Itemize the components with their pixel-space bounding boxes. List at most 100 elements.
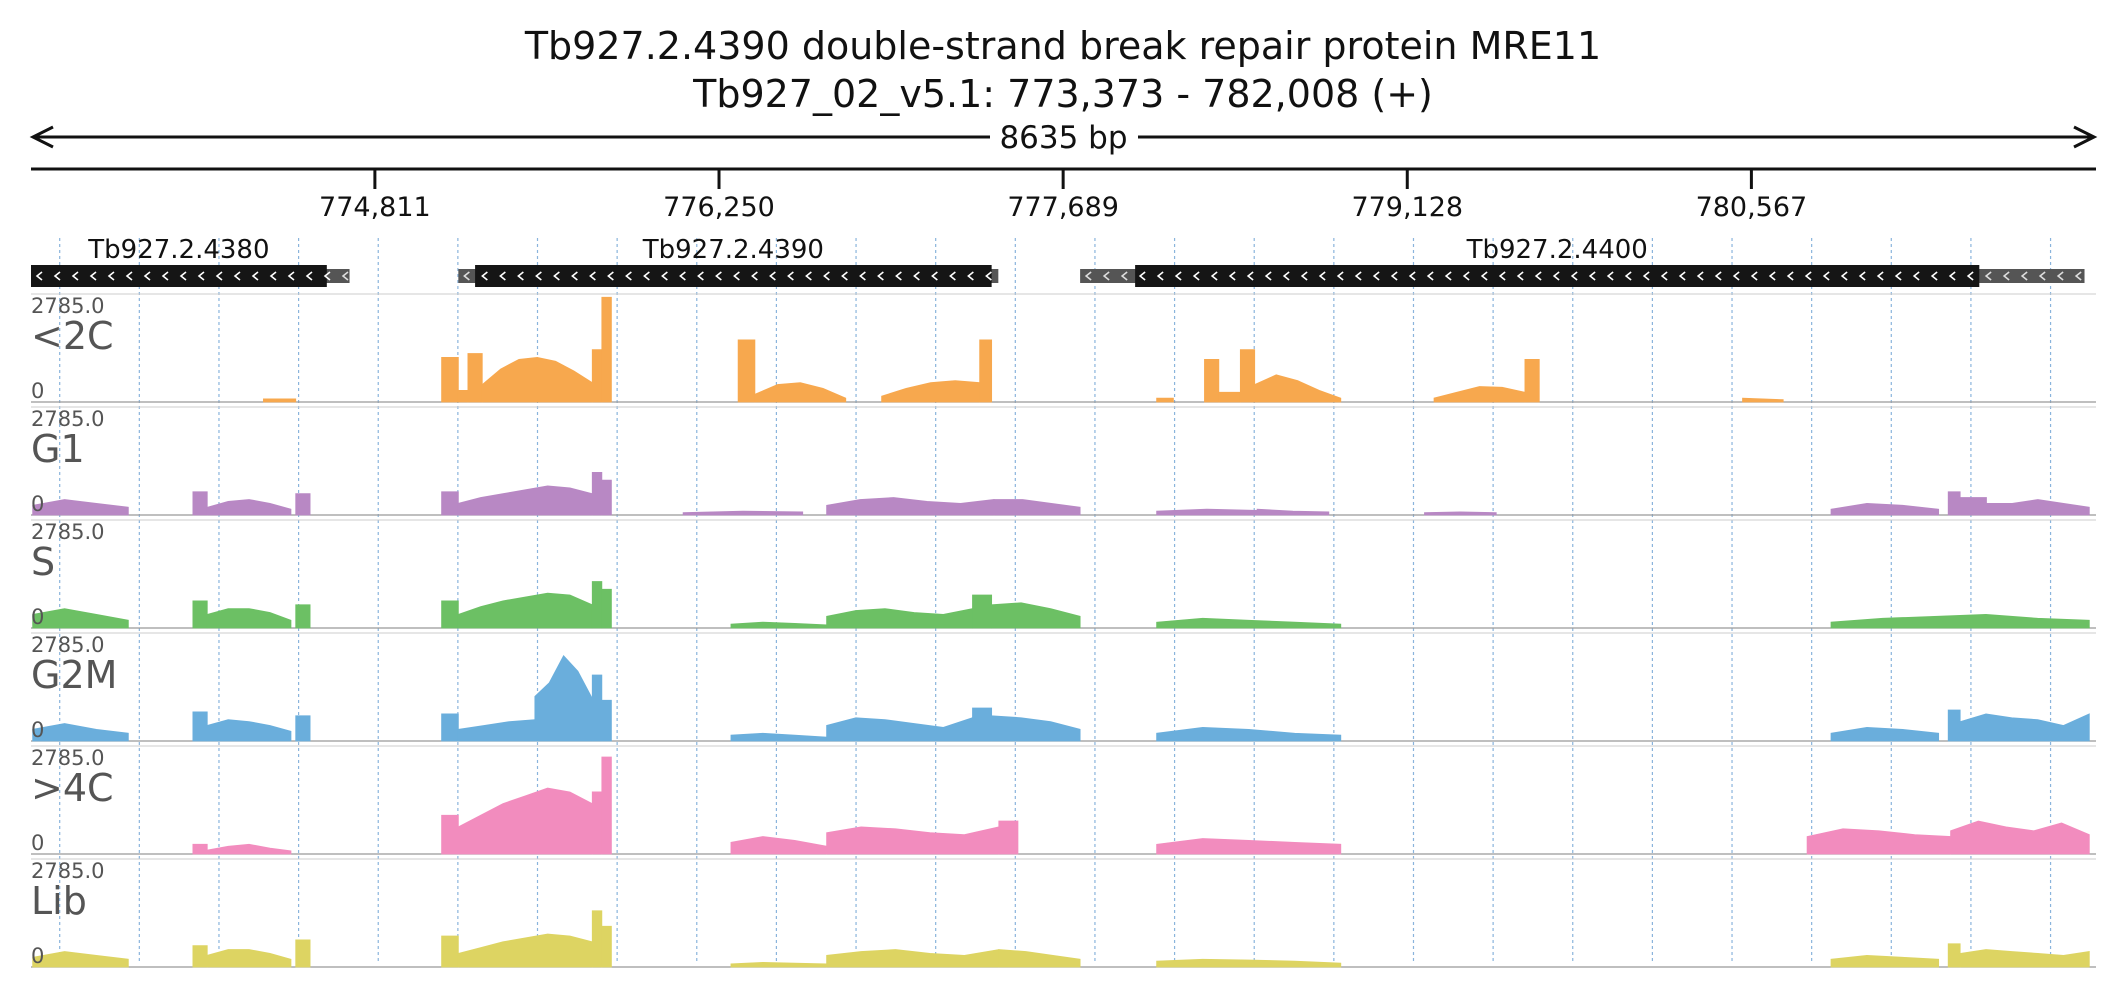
strand-arrow-icon: [1246, 271, 1254, 281]
strand-arrow-icon: [1750, 271, 1758, 281]
coverage-3: [32, 581, 2090, 629]
strand-arrow-icon: [1264, 271, 1272, 281]
strand-arrow-icon: [481, 271, 488, 281]
coverage-segment: [1830, 502, 1940, 516]
coverage-segment: [457, 485, 593, 516]
coverage-segment: [1156, 508, 1258, 516]
strand-arrow-icon: [2038, 271, 2046, 281]
strand-arrow-icon: [967, 271, 974, 281]
coverage-segment: [881, 380, 981, 403]
strand-arrow-icon: [823, 271, 830, 281]
strand-arrow-icon: [877, 271, 884, 281]
strand-arrow-icon: [1822, 271, 1830, 281]
coverage-segment: [754, 382, 847, 403]
track-2: 2785.0G1 0: [31, 406, 2096, 516]
coverage-segment: [979, 339, 993, 403]
strand-arrow-icon: [499, 271, 506, 281]
strand-arrow-icon: [517, 271, 524, 281]
coverage-segment: [441, 491, 459, 516]
coverage-segment: [1959, 497, 1987, 516]
strand-arrow-icon: [1804, 271, 1812, 281]
gene-label-3: Tb927.2.4400: [1466, 235, 1648, 265]
strand-arrow-icon: [805, 271, 812, 281]
region-length-scale: 8635 bp: [29, 120, 2098, 156]
track-max-label-3: 2785.0: [31, 520, 104, 544]
strand-arrow-icon: [1228, 271, 1236, 281]
strand-arrow-icon: [1282, 271, 1290, 281]
coverage-segment: [601, 699, 612, 742]
coverage-segment: [1830, 614, 2090, 629]
coverage-segment: [457, 592, 593, 629]
coverage-segment: [591, 674, 603, 742]
ruler-tick-label-2: 776,250: [663, 192, 775, 223]
track-1: 2785.0<2C 0: [31, 293, 2096, 403]
strand-arrow-icon: [2056, 271, 2064, 281]
figure-title-gene: Tb927.2.4390 double-strand break repair …: [524, 24, 1602, 68]
gene-label-1: Tb927.2.4380: [87, 235, 269, 265]
coverage-1: [263, 296, 1784, 403]
coverage-segment: [1256, 508, 1330, 516]
strand-arrow-icon: [643, 271, 650, 281]
coverage-segment: [601, 479, 612, 516]
track-min-label-3: 0: [31, 605, 44, 629]
coverage-segment: [32, 499, 129, 516]
coverage-segment: [1742, 397, 1784, 403]
coverage-segment: [534, 654, 593, 742]
coverage-5: [192, 756, 2090, 855]
strand-arrow-icon: [1102, 271, 1110, 281]
coverage-segment: [1239, 349, 1256, 403]
strand-arrow-icon: [1570, 271, 1578, 281]
strand-arrow-icon: [1876, 271, 1884, 281]
scale-arrow-right-icon: [2073, 125, 2098, 149]
strand-arrow-icon: [269, 271, 277, 281]
strand-arrow-icon: [1480, 271, 1488, 281]
strand-arrow-icon: [553, 271, 560, 281]
strand-arrow-icon: [1300, 271, 1308, 281]
coverage-segment: [1830, 954, 1940, 968]
coverage-segment: [441, 935, 459, 968]
coverage-segment: [591, 349, 603, 403]
strand-arrow-icon: [769, 271, 776, 281]
coverage-segment: [32, 951, 129, 968]
gene-strand-arrows-3: [1084, 271, 2082, 281]
strand-arrow-icon: [1498, 271, 1506, 281]
coverage-segment: [591, 910, 603, 968]
coverage-segment: [826, 826, 1000, 855]
coverage-segment: [457, 389, 469, 403]
coverage-segment: [1204, 358, 1220, 403]
coverage-segment: [1806, 828, 1951, 855]
track-label-1: <2C: [31, 314, 114, 358]
coverage-segment: [972, 707, 993, 742]
strand-arrow-icon: [535, 271, 542, 281]
strand-arrow-icon: [1912, 271, 1920, 281]
track-max-label-6: 2785.0: [31, 859, 104, 883]
strand-arrow-icon: [1084, 271, 1092, 281]
coverage-segment: [991, 715, 1081, 742]
strand-arrow-icon: [2074, 271, 2082, 281]
coverage-segment: [457, 787, 593, 855]
strand-arrow-icon: [1984, 271, 1992, 281]
strand-arrow-icon: [1318, 271, 1326, 281]
strand-arrow-icon: [1516, 271, 1524, 281]
strand-arrow-icon: [71, 271, 79, 281]
strand-arrow-icon: [125, 271, 133, 281]
strand-arrow-icon: [697, 271, 704, 281]
coverage-segment: [206, 499, 292, 516]
gene-strand-arrows-1: [35, 271, 349, 281]
coverage-segment: [591, 471, 603, 516]
coverage-segment: [32, 608, 129, 629]
strand-arrow-icon: [1624, 271, 1632, 281]
strand-arrow-icon: [985, 271, 992, 281]
track-3: 2785.0S 0: [31, 519, 2096, 629]
strand-arrow-icon: [341, 271, 349, 281]
strand-arrow-icon: [1786, 271, 1794, 281]
coverage-segment: [1947, 491, 1961, 516]
strand-arrow-icon: [1966, 271, 1974, 281]
strand-arrow-icon: [625, 271, 632, 281]
strand-arrow-icon: [89, 271, 97, 281]
coverage-segment: [192, 843, 208, 855]
coverage-segment: [601, 588, 612, 629]
coverage-segment: [1524, 358, 1540, 403]
coverage-tracks: 2785.0<2C02785.0G102785.0S02785.0G2M0278…: [31, 293, 2096, 968]
